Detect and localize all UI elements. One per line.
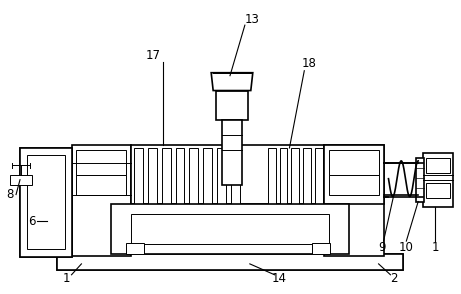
Bar [329,175,378,195]
Bar [20,148,71,257]
Text: 18: 18 [302,57,317,70]
Bar [291,148,299,204]
Bar [134,148,143,204]
Bar [176,148,184,204]
Bar [10,175,32,185]
Bar [329,150,378,175]
Bar [324,145,384,204]
Text: 8: 8 [6,188,14,201]
Bar [426,158,450,173]
Bar [203,148,212,204]
Bar [148,148,157,204]
Bar [111,204,349,254]
Text: 2: 2 [390,272,397,285]
Bar [77,150,126,175]
Text: 14: 14 [272,272,287,285]
Bar [217,148,226,204]
Text: 1: 1 [431,240,439,253]
Bar [324,145,384,256]
Bar [162,148,171,204]
Text: 10: 10 [399,240,414,253]
Bar [231,148,240,204]
Bar [423,153,453,208]
Bar [57,254,403,270]
Polygon shape [211,73,253,91]
Bar [131,145,324,204]
Bar [416,158,424,203]
Bar [426,183,450,198]
Bar [71,145,131,256]
Bar [20,148,71,257]
Text: 13: 13 [244,13,259,26]
Bar [279,148,288,204]
Bar [268,148,276,204]
Text: 1: 1 [63,272,71,285]
Text: 17: 17 [145,49,160,62]
Bar [77,175,126,195]
Bar [189,148,198,204]
Bar [216,91,248,120]
Bar [57,254,403,270]
Bar [222,120,242,185]
Bar [126,243,144,254]
Text: 6: 6 [28,215,35,228]
Text: 9: 9 [378,240,385,253]
Bar [303,148,311,204]
Bar [315,148,323,204]
Bar [131,214,329,244]
Bar [312,243,330,254]
Bar [27,155,65,249]
